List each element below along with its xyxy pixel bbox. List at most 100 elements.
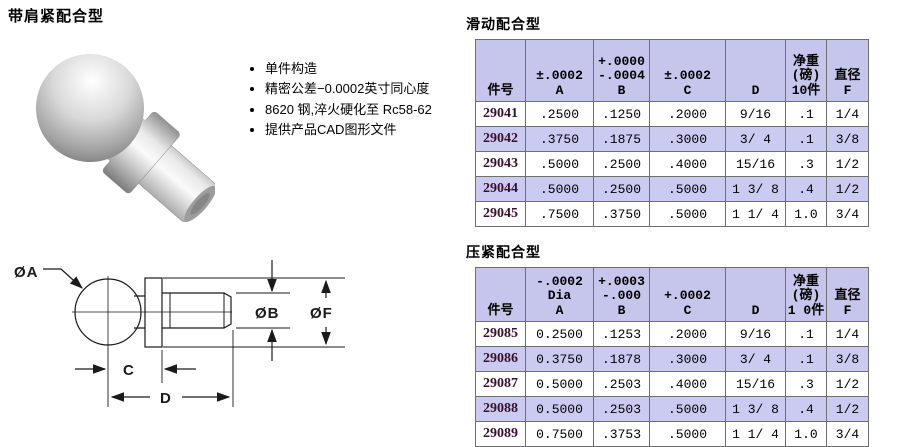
spec-cell: .3	[785, 371, 827, 397]
table-row: 29042.3750.1875.3000 3/ 4.1 3/8	[475, 126, 869, 152]
flange-outline	[144, 277, 163, 348]
spec-cell: 15/16	[725, 371, 786, 397]
leader-a	[43, 268, 83, 289]
feature-item: 单件构造	[265, 60, 477, 77]
part-number-cell: 29085	[475, 321, 526, 347]
column-header: 直径 F	[826, 267, 869, 322]
spec-cell: .3000	[649, 346, 726, 372]
spec-cell: 1 1/ 4	[725, 201, 786, 227]
column-header: 件号	[475, 39, 526, 102]
spec-cell: .1250	[593, 101, 650, 127]
spec-cell: 1/2	[826, 396, 869, 422]
dim-label-b: ØB	[255, 305, 280, 322]
column-header: D	[725, 267, 786, 322]
spec-cell: 9/16	[725, 101, 786, 127]
table-row: 29041.2500.1250.2000 9/16.1 1/4	[475, 101, 869, 127]
spec-tables: 滑动配合型 件号 ±.0002 A +.0000 -.0004 B ±.0002 C D 净重 (磅…	[466, 14, 886, 447]
part-number-cell: 29088	[475, 396, 526, 422]
feature-item: 提供产品CAD图形文件	[265, 121, 477, 138]
spec-cell: .7500	[525, 201, 594, 227]
spec-cell: .5000	[525, 176, 594, 202]
spec-cell: .5000	[649, 201, 726, 227]
spec-cell: .3750	[525, 126, 594, 152]
page-title: 带肩紧配合型	[8, 8, 105, 25]
spec-cell: .4000	[649, 371, 726, 397]
spec-cell: 3/8	[826, 346, 869, 372]
ball	[36, 54, 144, 162]
spec-cell: .2503	[593, 371, 650, 397]
spec-cell: .4	[785, 396, 827, 422]
spec-cell: .3750	[593, 201, 650, 227]
table-row: 29088 0.5000.2503.5000 1 3/ 8.4 1/2	[475, 396, 869, 422]
spec-cell: 3/4	[826, 201, 869, 227]
spec-cell: .1	[785, 321, 827, 347]
spec-cell: 1/2	[826, 176, 869, 202]
feature-item: 精密公差−0.0002英寸同心度	[265, 80, 477, 97]
spec-cell: 3/ 4	[725, 126, 786, 152]
spec-cell: 1.0	[785, 201, 827, 227]
part-number-cell: 29042	[475, 126, 526, 152]
spec-cell: .4000	[649, 151, 726, 177]
table-section-press-fit: 压紧配合型 件号 -.0002 Dia A +.0003 -.000 B +.0002 C D 净重…	[466, 242, 886, 447]
table-row: 29085 0.2500.1253.2000 9/16.1 1/4	[475, 321, 869, 347]
spec-cell: .2500	[525, 101, 594, 127]
spec-cell: 3/8	[826, 126, 869, 152]
spec-cell: .1253	[593, 321, 650, 347]
spec-cell: 1 3/ 8	[725, 396, 786, 422]
column-header: 件号	[475, 267, 526, 322]
dimension-diagram: ØA ØB ØF C D	[14, 260, 345, 407]
spec-cell: .2500	[593, 176, 650, 202]
dim-label-d: D	[160, 390, 172, 407]
spec-cell: 3/4	[826, 421, 869, 447]
dim-label-f: ØF	[310, 305, 333, 322]
dim-label-c: C	[123, 362, 135, 379]
spec-cell: .3	[785, 151, 827, 177]
part-number-cell: 29087	[475, 371, 526, 397]
shaft-end-core	[190, 192, 210, 215]
table-title-sliding-fit: 滑动配合型	[466, 16, 541, 32]
spec-cell: .2000	[649, 101, 726, 127]
feature-item: 8620 钢,淬火硬化至 Rc58-62	[265, 101, 477, 118]
spec-cell: 1/4	[826, 101, 869, 127]
spec-cell: 1/2	[826, 151, 869, 177]
spec-cell: .3753	[593, 421, 650, 447]
part-number-cell: 29089	[475, 421, 526, 447]
column-header: +.0000 -.0004 B	[593, 39, 650, 102]
part-number-cell: 29086	[475, 346, 526, 372]
spec-cell: 1/2	[826, 371, 869, 397]
table-row: 29043.5000.2500.4000 15/16.3 1/2	[475, 151, 869, 177]
spec-cell: 3/ 4	[725, 346, 786, 372]
column-header: ±.0002 C	[649, 39, 726, 102]
extension-lines	[107, 277, 345, 407]
product-photo	[36, 54, 215, 222]
spec-cell: 9/16	[725, 321, 786, 347]
spec-cell: 0.5000	[525, 371, 594, 397]
spec-cell: 1 3/ 8	[725, 176, 786, 202]
column-header: D	[725, 39, 786, 102]
shaft-outline	[162, 292, 232, 329]
spec-cell: .5000	[525, 151, 594, 177]
neck-outline	[134, 295, 145, 329]
table-row: 29086 0.3750.1878.3000 3/ 4.1 3/8	[475, 346, 869, 372]
spec-cell: 0.7500	[525, 421, 594, 447]
spec-cell: .2500	[593, 151, 650, 177]
column-header: +.0002 C	[649, 267, 726, 322]
spec-cell: .5000	[649, 421, 726, 447]
press-fit-table: 件号 -.0002 Dia A +.0003 -.000 B +.0002 C D 净重 (磅) 1 0…	[475, 267, 869, 447]
part-number-cell: 29045	[475, 201, 526, 227]
spec-cell: .5000	[649, 176, 726, 202]
spec-cell: 0.2500	[525, 321, 594, 347]
column-header: 净重 (磅) 10件	[785, 39, 827, 102]
sliding-fit-table: 件号 ±.0002 A +.0000 -.0004 B ±.0002 C D 净重 (磅) 10件 直径…	[475, 39, 869, 227]
shaft-detail-lines	[169, 293, 225, 328]
feature-list: 单件构造 精密公差−0.0002英寸同心度 8620 钢,淬火硬化至 Rc58-…	[250, 60, 477, 141]
spec-cell: .1	[785, 101, 827, 127]
spec-cell: 0.3750	[525, 346, 594, 372]
part-number-cell: 29044	[475, 176, 526, 202]
column-header: -.0002 Dia A	[525, 267, 594, 322]
spec-cell: .1875	[593, 126, 650, 152]
spec-cell: 1/4	[826, 321, 869, 347]
table-row: 29089 0.7500.3753.5000 1 1/ 4 1.0 3/4	[475, 421, 869, 447]
spec-cell: 0.5000	[525, 396, 594, 422]
spec-cell: 15/16	[725, 151, 786, 177]
